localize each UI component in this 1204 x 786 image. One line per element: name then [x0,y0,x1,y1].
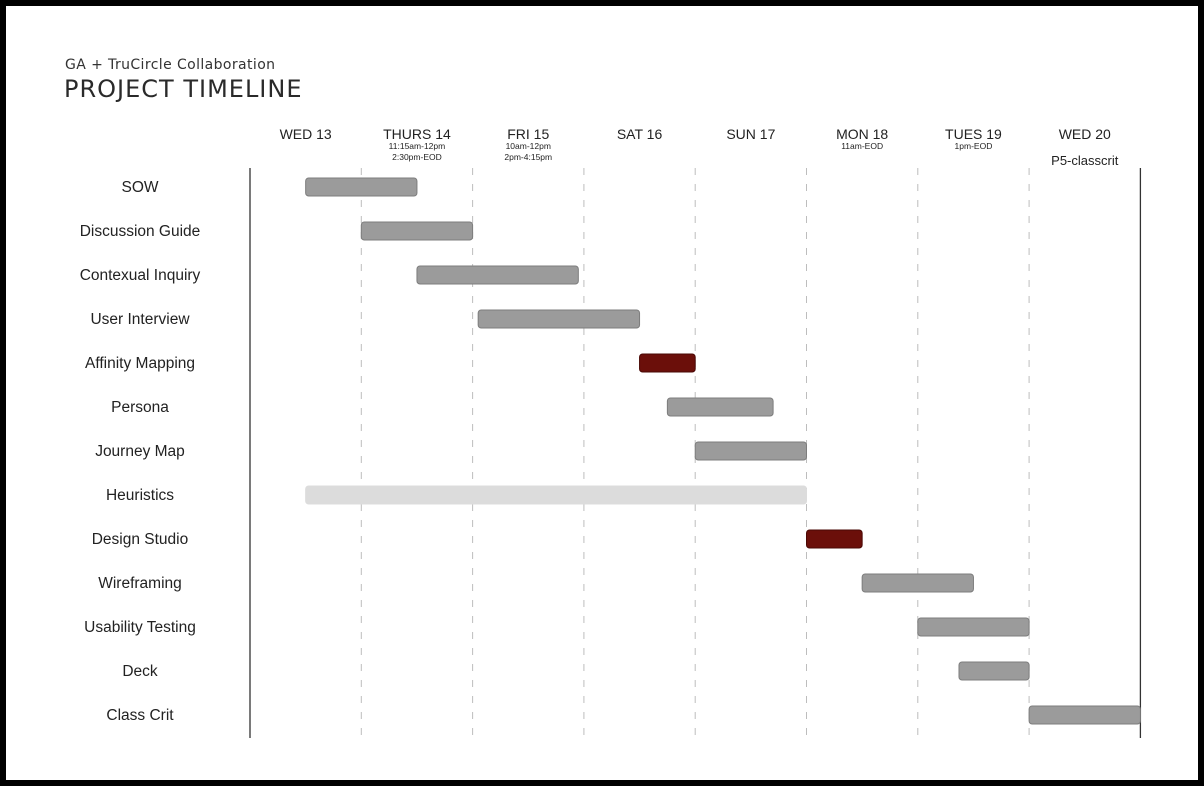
day-time-note: 2:30pm-EOD [392,152,442,162]
day-header-label: THURS 14 [383,126,451,142]
day-header-label: WED 13 [280,126,332,142]
day-header-label: WED 20 [1059,126,1111,142]
task-label: Usability Testing [84,619,196,636]
task-label: Deck [122,663,158,680]
day-header-label: SAT 16 [617,126,663,142]
task-label: Discussion Guide [80,223,201,240]
day-time-note: 11am-EOD [841,141,883,151]
task-bar [694,441,808,461]
day-time-note: 2pm-4:15pm [504,152,552,162]
task-bar [639,353,696,373]
task-label: SOW [121,179,158,196]
day-header-label: SUN 17 [726,126,775,142]
task-bar [666,397,774,417]
task-bar [305,485,807,505]
day-event-note: P5-classcrit [1051,153,1119,168]
task-bar [360,221,474,241]
chart-subtitle: GA + TruCircle Collaboration [65,57,276,73]
task-label: Heuristics [106,487,174,504]
task-label: Affinity Mapping [85,355,195,372]
task-bar [806,529,863,549]
day-header-label: FRI 15 [507,126,549,142]
task-label: Class Crit [106,707,174,724]
task-label: Design Studio [92,531,189,548]
day-time-note: 11:15am-12pm [389,141,446,151]
task-bar [477,309,641,329]
task-label: User Interview [90,311,190,328]
day-time-note: 10am-12pm [506,141,551,151]
day-header-label: TUES 19 [945,126,1002,142]
task-bar [917,617,1030,637]
task-label: Wireframing [98,575,182,592]
task-label: Journey Map [95,443,185,460]
task-bar [958,661,1030,681]
task-bar [305,177,418,197]
task-bar [416,265,579,285]
chart-title: PROJECT TIMELINE [64,75,303,103]
task-bar [861,573,974,593]
task-bar [1028,705,1141,725]
day-time-note: 1pm-EOD [955,141,993,151]
day-header-label: MON 18 [836,126,888,142]
task-label: Contexual Inquiry [80,267,201,284]
task-label: Persona [111,399,169,416]
